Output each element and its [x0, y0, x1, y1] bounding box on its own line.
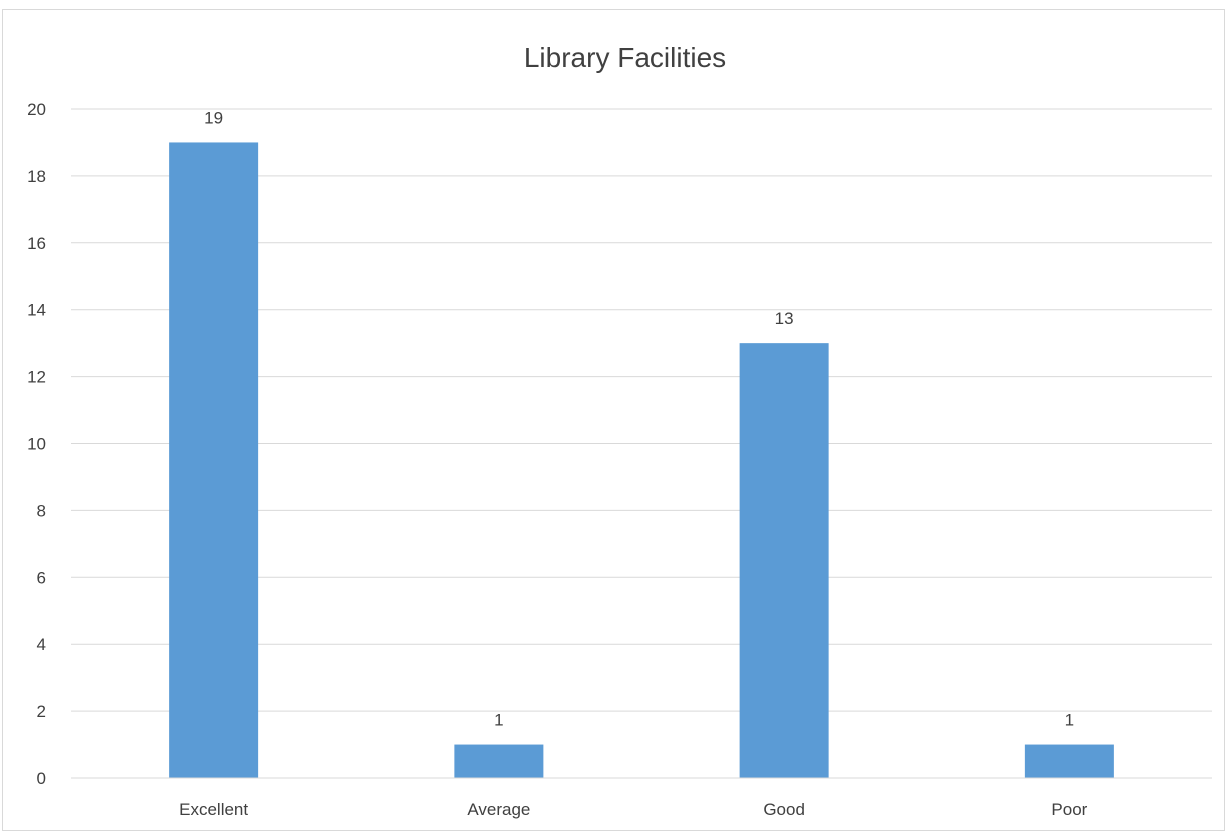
bar-excellent	[169, 142, 259, 778]
bar-average	[454, 744, 544, 778]
y-tick-label: 8	[37, 501, 46, 520]
x-category-label: Good	[763, 800, 805, 819]
y-tick-label: 0	[37, 769, 46, 788]
y-tick-label: 10	[27, 435, 46, 454]
y-tick-label: 20	[27, 100, 46, 119]
data-label-average: 1	[494, 711, 503, 730]
bars	[169, 142, 1114, 778]
y-tick-label: 14	[27, 301, 46, 320]
x-category-label: Average	[467, 800, 530, 819]
bar-poor	[1024, 744, 1114, 778]
data-label-excellent: 19	[204, 108, 223, 127]
x-category-label: Excellent	[179, 800, 248, 819]
x-category-label: Poor	[1051, 800, 1087, 819]
y-tick-label: 6	[37, 568, 46, 587]
y-tick-label: 12	[27, 368, 46, 387]
chart-title: Library Facilities	[524, 42, 726, 73]
data-label-poor: 1	[1065, 711, 1074, 730]
y-tick-label: 4	[37, 635, 46, 654]
data-label-good: 13	[775, 309, 794, 328]
y-axis-ticks: 0 2 4 6 8 10 12 14 16 18 20	[27, 100, 46, 788]
data-labels: 19 1 13 1	[204, 108, 1074, 729]
y-tick-label: 18	[27, 167, 46, 186]
y-tick-label: 2	[37, 702, 46, 721]
x-axis-categories: Excellent Average Good Poor	[179, 800, 1088, 819]
y-tick-label: 16	[27, 234, 46, 253]
bar-good	[739, 343, 829, 778]
gridlines	[71, 108, 1212, 712]
